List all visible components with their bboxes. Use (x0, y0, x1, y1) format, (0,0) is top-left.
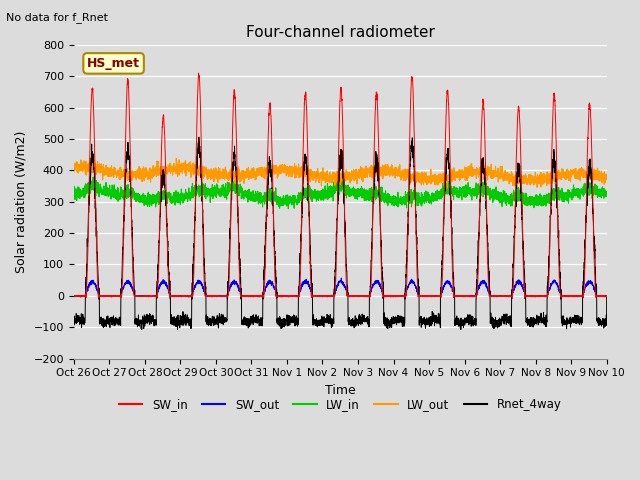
Text: HS_met: HS_met (87, 57, 140, 70)
Text: No data for f_Rnet: No data for f_Rnet (6, 12, 108, 23)
Legend: SW_in, SW_out, LW_in, LW_out, Rnet_4way: SW_in, SW_out, LW_in, LW_out, Rnet_4way (114, 393, 566, 415)
X-axis label: Time: Time (325, 384, 356, 397)
Title: Four-channel radiometer: Four-channel radiometer (246, 24, 435, 39)
Y-axis label: Solar radiation (W/m2): Solar radiation (W/m2) (15, 131, 28, 273)
